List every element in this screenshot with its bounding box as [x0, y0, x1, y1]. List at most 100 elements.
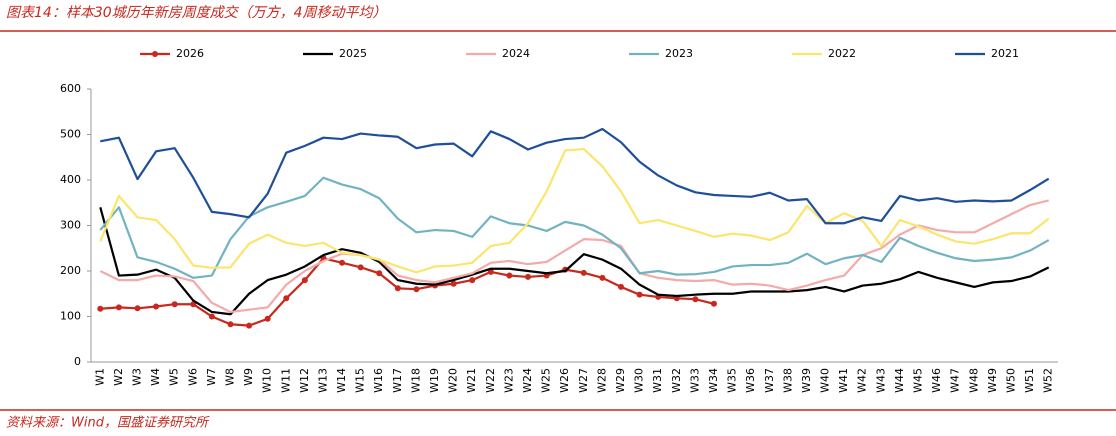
point: [283, 295, 290, 302]
point: [506, 272, 513, 279]
x-tick-label: W19: [428, 368, 441, 393]
series-line: [100, 257, 715, 327]
x-tick-label: W12: [298, 368, 311, 393]
point: [599, 274, 606, 281]
x-tick-label: W52: [1042, 368, 1055, 393]
x-tick-label: W36: [744, 368, 757, 393]
point: [450, 280, 457, 287]
x-tick-label: W14: [335, 368, 348, 393]
point: [413, 286, 420, 293]
x-tick-label: W24: [521, 368, 534, 393]
x-tick-label: W47: [949, 368, 962, 393]
x-tick-label: W45: [912, 368, 925, 393]
legend-label: 2026: [176, 47, 204, 60]
y-tick-label: 100: [60, 310, 81, 323]
x-tick-label: W39: [800, 368, 813, 393]
x-tick-label: W35: [726, 368, 739, 393]
x-tick-label: W31: [651, 368, 664, 393]
x-tick-label: W22: [484, 368, 497, 393]
x-tick-label: W6: [186, 368, 199, 386]
x-tick-label: W2: [112, 368, 125, 386]
legend-label: 2021: [991, 47, 1019, 60]
x-tick-label: W29: [614, 368, 627, 393]
source: 资料来源：Wind，国盛证券研究所: [6, 415, 210, 431]
x-tick-label: W27: [577, 368, 590, 393]
x-tick-label: W32: [670, 368, 683, 393]
x-tick-label: W18: [409, 368, 422, 393]
y-tick-label: 200: [60, 264, 81, 277]
x-tick-label: W28: [595, 368, 608, 393]
point: [636, 291, 643, 298]
point: [115, 304, 122, 311]
point: [153, 303, 160, 310]
x-tick-label: W30: [633, 368, 646, 393]
y-tick-label: 500: [60, 128, 81, 141]
page-title: 图表14：样本30城历年新房周度成交（万方，4周移动平均）: [6, 5, 387, 21]
x-tick-label: W37: [763, 368, 776, 393]
point: [357, 264, 364, 271]
point: [692, 296, 699, 303]
x-tick-label: W23: [502, 368, 515, 393]
point: [339, 259, 346, 266]
point: [134, 305, 141, 312]
point: [394, 285, 401, 292]
point: [301, 277, 308, 284]
legend-label: 2025: [339, 47, 367, 60]
y-tick-label: 600: [60, 82, 81, 95]
x-tick-label: W13: [316, 368, 329, 393]
legend-label: 2022: [828, 47, 856, 60]
point: [487, 268, 494, 275]
y-tick-label: 400: [60, 173, 81, 186]
series-line: [99, 147, 1050, 274]
x-tick-label: W41: [837, 368, 850, 393]
point: [97, 305, 104, 312]
x-tick-label: W21: [465, 368, 478, 393]
point: [580, 269, 587, 276]
x-tick-label: W16: [372, 368, 385, 393]
x-tick-label: W1: [93, 368, 106, 386]
x-tick-label: W33: [688, 368, 701, 393]
x-tick-label: W50: [1005, 368, 1018, 393]
x-tick-label: W42: [856, 368, 869, 393]
point: [227, 321, 234, 328]
legend-label: 2023: [665, 47, 693, 60]
x-tick-label: W3: [130, 368, 143, 386]
x-tick-label: W40: [819, 368, 832, 393]
point: [710, 300, 717, 307]
x-tick-label: W51: [1023, 368, 1036, 393]
y-tick-label: 300: [60, 219, 81, 232]
x-tick-label: W48: [967, 368, 980, 393]
point: [469, 277, 476, 284]
x-tick-label: W15: [354, 368, 367, 393]
legend-label: 2024: [502, 47, 530, 60]
x-tick-label: W9: [242, 368, 255, 386]
point: [617, 283, 624, 290]
series-line: [100, 127, 1050, 225]
x-tick-label: W8: [223, 368, 236, 386]
point: [264, 315, 271, 322]
x-tick-label: W5: [168, 368, 181, 386]
x-tick-label: W38: [781, 368, 794, 393]
x-tick-label: W10: [261, 368, 274, 393]
x-tick-label: W4: [149, 368, 162, 386]
point: [525, 273, 532, 280]
x-tick-label: W44: [893, 368, 906, 393]
x-tick-label: W20: [447, 368, 460, 393]
series-line: [99, 199, 1049, 314]
y-tick-label: 0: [74, 355, 81, 368]
x-tick-label: W26: [558, 368, 571, 393]
series-line: [99, 176, 1050, 279]
x-tick-label: W34: [707, 368, 720, 393]
x-tick-label: W25: [540, 368, 553, 393]
x-tick-label: W49: [986, 368, 999, 393]
series-line: [99, 207, 1050, 316]
legend-marker: [152, 51, 158, 57]
x-tick-label: W43: [874, 368, 887, 393]
x-tick-label: W17: [391, 368, 404, 393]
x-tick-label: W46: [930, 368, 943, 393]
x-tick-label: W7: [205, 368, 218, 386]
x-tick-label: W11: [279, 368, 292, 393]
point: [208, 313, 215, 320]
point: [376, 270, 383, 277]
